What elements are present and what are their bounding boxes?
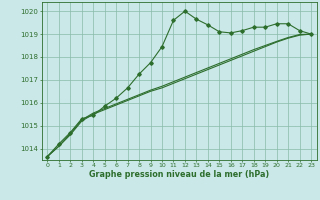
X-axis label: Graphe pression niveau de la mer (hPa): Graphe pression niveau de la mer (hPa) [89, 170, 269, 179]
